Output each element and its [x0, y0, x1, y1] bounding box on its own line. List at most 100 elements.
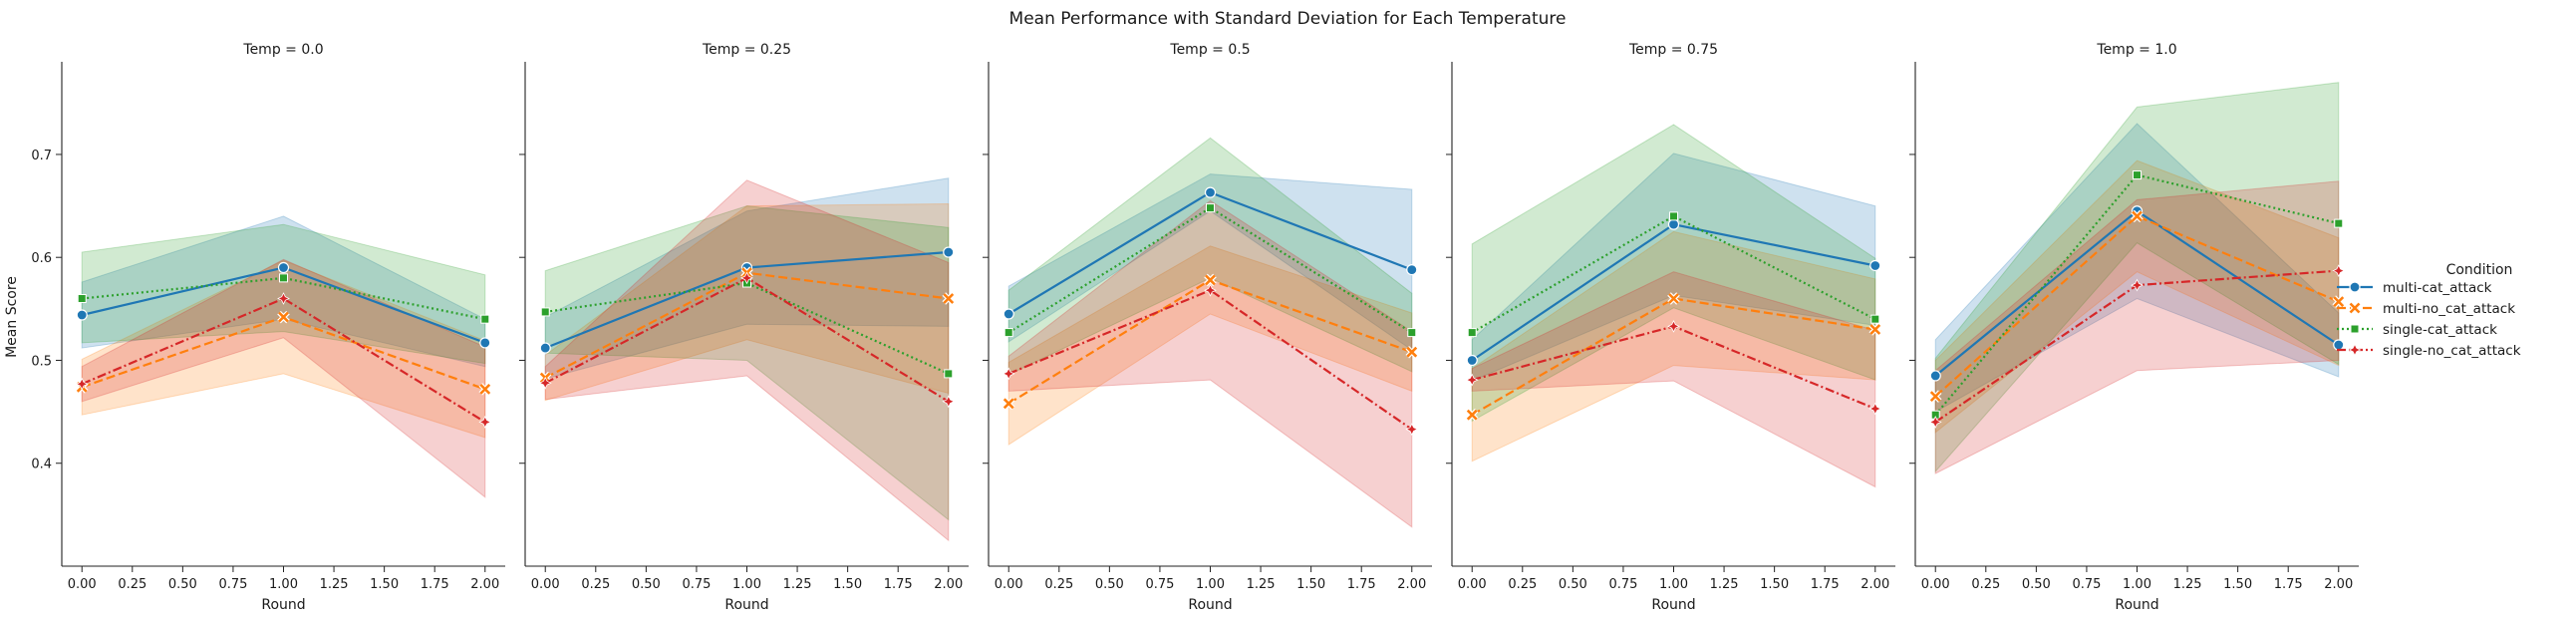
data-point-single-no_cat_attack [1868, 402, 1882, 416]
figure-suptitle: Mean Performance with Standard Deviation… [1009, 9, 1567, 29]
x-tick-label: 0.00 [995, 577, 1023, 592]
data-point-single-no_cat_attack [1204, 283, 1217, 297]
x-tick-label: 2.00 [2324, 577, 2353, 592]
data-point-single-no_cat_attack [1405, 423, 1419, 437]
data-point-multi-no_cat_attack [1002, 397, 1015, 411]
x-tick-label: 0.50 [2022, 577, 2051, 592]
facet-panels: Temp = 0.0 0.00 0.25 0.50 0.75 1.00 1.25 1.50 1.… [31, 42, 2359, 613]
x-tick-label: 0.25 [1508, 577, 1537, 592]
series-line-multi-no_cat_attack [1471, 297, 1875, 417]
data-point-multi-cat_attack [76, 309, 88, 321]
x-tick-label: 1.25 [320, 577, 349, 592]
x-tick-label: 1.25 [1247, 577, 1276, 592]
data-point-multi-no_cat_attack [1204, 273, 1217, 287]
data-point-multi-no_cat_attack-cross [943, 293, 955, 304]
x-tick-label: 1.75 [1347, 577, 1376, 592]
x-tick-label: 1.00 [1659, 577, 1688, 592]
data-point-multi-no_cat_attack-cross [2132, 210, 2143, 222]
x-tick-label: 2.00 [1397, 577, 1426, 592]
x-tick-label: 0.75 [1608, 577, 1637, 592]
x-axis-label: Round [1651, 597, 1695, 613]
std-band-single-no_cat_attack [1934, 180, 2340, 474]
series-line-single-no_cat_attack [1007, 288, 1413, 431]
legend-item-multi-no_cat_attack: multi-no_cat_attack [2337, 301, 2515, 317]
data-point-multi-no_cat_attack-cross [1869, 324, 1881, 335]
x-tick-label: 1.00 [1196, 577, 1225, 592]
std-band-multi-cat_attack [81, 215, 486, 368]
data-point-multi-cat_attack [1466, 354, 1478, 367]
x-tick-label: 1.25 [783, 577, 812, 592]
legend-item-single-no_cat_attack: single-no_cat_attack [2337, 343, 2521, 359]
y-tick-label: 0.4 [31, 458, 52, 472]
data-point-single-cat_attack [2133, 170, 2142, 180]
legend-marker [2348, 343, 2362, 357]
data-point-multi-no_cat_attack-cross [1668, 293, 1679, 304]
x-tick-label: 0.75 [682, 577, 711, 592]
legend-label: multi-cat_attack [2383, 280, 2492, 296]
y-tick-label: 0.7 [31, 149, 52, 163]
x-tick-label: 1.00 [2123, 577, 2151, 592]
x-tick-label: 0.75 [218, 577, 247, 592]
facet-panel-3: Temp = 0.75 0.00 0.25 0.50 0.75 1.00 1.25 1.50 1… [1446, 42, 1895, 613]
std-band-multi-no_cat_attack [1007, 245, 1413, 447]
data-point-multi-cat_attack [1869, 259, 1881, 272]
data-point-single-no_cat_attack [1465, 373, 1479, 387]
data-point-single-no_cat_attack [75, 377, 89, 391]
data-point-single-no_cat_attack [2332, 264, 2346, 278]
legend-marker [2350, 324, 2360, 334]
data-point-multi-cat_attack [943, 246, 955, 258]
x-tick-label: 0.25 [1044, 577, 1073, 592]
data-point-multi-no_cat_attack [1928, 390, 1942, 403]
data-point-single-no_cat_attack [1667, 319, 1680, 333]
x-axis-label: Round [2115, 597, 2158, 613]
x-tick-label: 0.50 [168, 577, 197, 592]
x-axis-label: Round [1188, 597, 1232, 613]
panel-title: Temp = 0.75 [1628, 42, 1718, 58]
std-band-multi-no_cat_attack [544, 202, 950, 402]
x-axis-label: Round [724, 597, 768, 613]
legend-label: multi-no_cat_attack [2383, 301, 2515, 317]
x-tick-label: 0.25 [581, 577, 610, 592]
data-point-single-cat_attack [1669, 211, 1678, 221]
data-point-multi-no_cat_attack [1465, 408, 1479, 422]
x-tick-label: 1.50 [1296, 577, 1325, 592]
std-band-single-no_cat_attack [1007, 199, 1413, 528]
data-point-single-cat_attack [944, 369, 954, 379]
facet-panel-4: Temp = 1.0 0.00 0.25 0.50 0.75 1.00 1.25 1.50 1.… [1909, 42, 2359, 613]
legend-marker [2348, 301, 2362, 315]
data-point-multi-cat_attack [1204, 186, 1217, 198]
x-tick-label: 1.00 [732, 577, 761, 592]
data-point-single-cat_attack [1003, 328, 1013, 338]
data-point-multi-cat_attack [1406, 263, 1418, 276]
y-axis-label: Mean Score [4, 276, 20, 358]
x-tick-label: 0.50 [1559, 577, 1587, 592]
legend-item-multi-cat_attack: multi-cat_attack [2337, 280, 2492, 296]
data-point-multi-no_cat_attack-cross [1929, 391, 1941, 403]
x-tick-label: 0.00 [1458, 577, 1487, 592]
data-point-multi-cat_attack [1929, 370, 1941, 382]
legend-label: single-no_cat_attack [2383, 343, 2521, 359]
data-point-multi-no_cat_attack [1868, 323, 1882, 336]
std-band-single-no_cat_attack [1471, 271, 1876, 488]
x-tick-label: 0.50 [632, 577, 661, 592]
x-tick-label: 1.25 [1710, 577, 1739, 592]
std-band-single-cat_attack [1471, 124, 1876, 423]
x-tick-label: 0.50 [1095, 577, 1124, 592]
data-point-single-no_cat_attack [942, 395, 956, 409]
data-point-single-cat_attack [1407, 328, 1417, 338]
panel-title: Temp = 0.25 [702, 42, 791, 58]
legend-label: single-cat_attack [2383, 322, 2497, 338]
x-tick-label: 1.50 [2223, 577, 2252, 592]
data-point-single-cat_attack [480, 314, 490, 324]
data-point-single-cat_attack [77, 294, 87, 304]
x-tick-label: 0.75 [1145, 577, 1174, 592]
facet-panel-0: Temp = 0.0 0.00 0.25 0.50 0.75 1.00 1.25 1.50 1.… [31, 42, 505, 613]
data-point-multi-no_cat_attack [277, 310, 290, 324]
data-point-multi-no_cat_attack [942, 292, 956, 305]
data-point-multi-no_cat_attack [478, 383, 492, 396]
panel-title: Temp = 0.0 [242, 42, 323, 58]
data-point-multi-cat_attack [277, 261, 290, 274]
x-tick-label: 1.75 [1811, 577, 1840, 592]
data-point-single-cat_attack [540, 307, 550, 317]
